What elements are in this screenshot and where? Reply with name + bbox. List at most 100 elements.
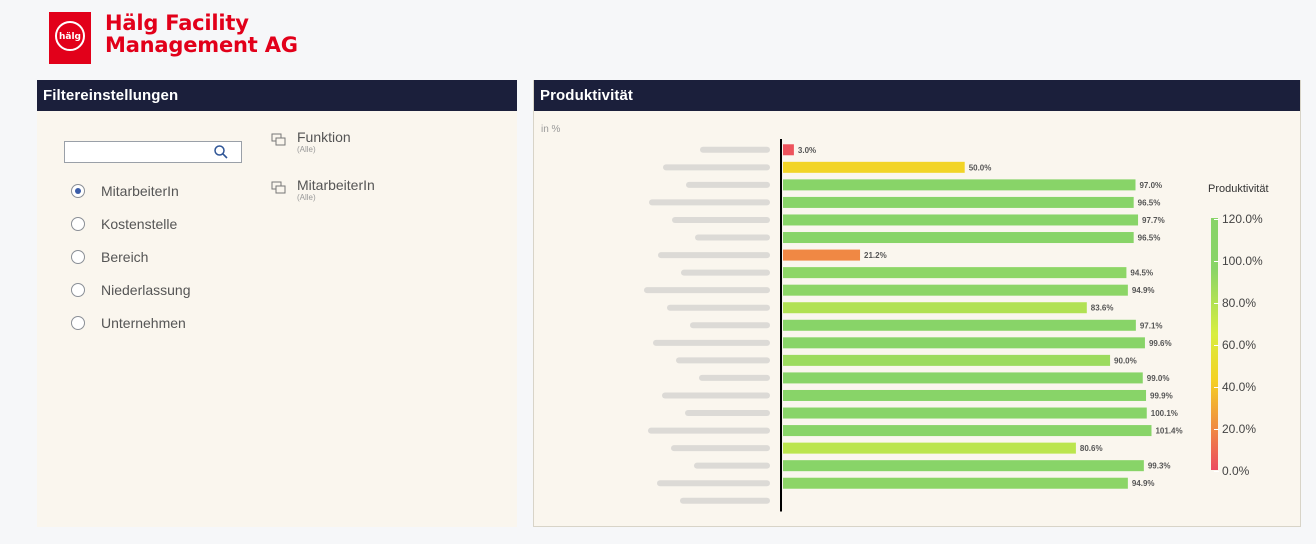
bar[interactable] [783,214,1139,226]
bar-category-label-blurred [676,357,770,364]
radio-button[interactable] [71,183,85,198]
filter-panel-title: Filtereinstellungen [37,80,517,111]
radio-mitarbeiterin[interactable]: MitarbeiterIn [71,174,191,207]
filter-title: MitarbeiterIn [297,177,375,193]
logo-text-line2: Management AG [105,33,298,57]
bar-data-label: 100.1% [1151,409,1178,418]
bar[interactable] [783,232,1134,244]
company-logo: hälg Hälg Facility Management AG [49,12,298,64]
bar[interactable] [783,460,1144,472]
bar[interactable] [783,196,1134,208]
bar-data-label: 94.9% [1132,286,1155,295]
radio-unternehmen[interactable]: Unternehmen [71,306,191,339]
search-input[interactable] [64,141,242,163]
bar[interactable] [783,389,1147,401]
grouping-radio-group: MitarbeiterIn Kostenstelle Bereich Niede… [71,174,191,339]
bar-category-label-blurred [680,497,770,504]
radio-button[interactable] [71,249,85,264]
legend-tick: 60.0% [1213,338,1257,352]
logo-mark: hälg [49,12,91,64]
bar-data-label: 3.0% [798,146,816,155]
bar[interactable] [783,407,1147,419]
bar-category-label-blurred [649,199,770,206]
svg-text:hälg: hälg [59,32,81,42]
productivity-bar-chart: 3.0% 50.0% 97.0% 96.5% 97.7% 96.5% 21.2% 94.5% 9… [644,139,1183,512]
bar-category-label-blurred [695,234,770,241]
legend-tick: 80.0% [1213,296,1257,310]
bar[interactable] [783,442,1076,454]
legend-tick: 40.0% [1213,380,1257,394]
filter-value: (Alle) [297,193,316,202]
bar-data-label: 97.0% [1139,181,1162,190]
bar[interactable] [783,372,1143,384]
radio-bereich[interactable]: Bereich [71,240,191,273]
bar-category-label-blurred [667,304,770,311]
bar[interactable] [783,144,794,156]
bar-data-label: 97.1% [1140,321,1163,330]
bar[interactable] [783,425,1152,437]
search-icon[interactable] [213,144,229,165]
bar[interactable] [783,302,1087,314]
radio-kostenstelle[interactable]: Kostenstelle [71,207,191,240]
bar[interactable] [783,249,861,261]
bar-data-label: 94.9% [1132,479,1155,488]
legend-tick: 100.0% [1214,254,1263,268]
bar-category-label-blurred [653,339,770,346]
bar[interactable] [783,179,1136,191]
legend-tick: 120.0% [1214,212,1263,226]
bar-data-label: 83.6% [1091,304,1114,313]
filter-panel: Filtereinstellungen MitarbeiterIn Kosten… [37,80,517,527]
radio-button[interactable] [71,216,85,231]
bar-category-label-blurred [657,480,770,487]
bar-category-label-blurred [658,252,770,259]
cascade-filter-icon[interactable] [271,133,287,155]
bar-data-label: 96.5% [1138,198,1161,207]
productivity-panel-title: Produktivität [534,80,1300,111]
radio-label: Bereich [101,248,149,265]
legend-tick: 20.0% [1213,422,1257,436]
bar-category-label-blurred [699,374,770,381]
bar-data-label: 96.5% [1138,234,1161,243]
bar[interactable] [783,337,1145,349]
radio-label: Kostenstelle [101,215,178,232]
bar-data-label: 80.6% [1080,444,1103,453]
bar-data-label: 94.5% [1130,269,1153,278]
legend-color-scale [1211,218,1218,470]
bar-category-label-blurred [672,216,770,223]
bar-data-label: 21.2% [864,251,887,260]
bar[interactable] [783,161,965,173]
bar-category-label-blurred [663,164,770,171]
bar-category-label-blurred [648,427,770,434]
bar[interactable] [783,354,1111,366]
bar[interactable] [783,284,1128,296]
logo-seal: hälg [55,21,85,51]
bar[interactable] [783,267,1127,279]
bar-data-label: 99.0% [1147,374,1170,383]
bar-category-label-blurred [694,462,770,469]
filter-mitarbeiterin[interactable]: MitarbeiterIn (Alle) [271,177,375,203]
radio-niederlassung[interactable]: Niederlassung [71,273,191,306]
unit-label: in % [541,124,561,135]
bar-category-label-blurred [681,269,770,276]
radio-label: Niederlassung [101,281,191,298]
bar[interactable] [783,319,1136,331]
radio-label: Unternehmen [101,314,186,331]
filter-funktion[interactable]: Funktion (Alle) [271,129,351,155]
radio-button[interactable] [71,315,85,330]
filter-title: Funktion [297,129,351,145]
bar-category-label-blurred [644,287,770,294]
productivity-panel: Produktivität in % 3.0% 50.0% 97.0% 96.5% 97… [533,80,1301,527]
bar-category-label-blurred [690,322,770,329]
bar-data-label: 99.3% [1148,462,1171,471]
bar-category-label-blurred [685,410,770,417]
bar-category-label-blurred [686,181,770,188]
logo-text-line1: Hälg Facility [105,11,249,35]
bar-data-label: 99.6% [1149,339,1172,348]
bar-category-label-blurred [700,146,770,153]
bar-data-label: 97.7% [1142,216,1165,225]
cascade-filter-icon[interactable] [271,181,287,203]
radio-button[interactable] [71,282,85,297]
bar-category-label-blurred [662,392,770,399]
bar[interactable] [783,477,1128,489]
bar-data-label: 90.0% [1114,356,1137,365]
